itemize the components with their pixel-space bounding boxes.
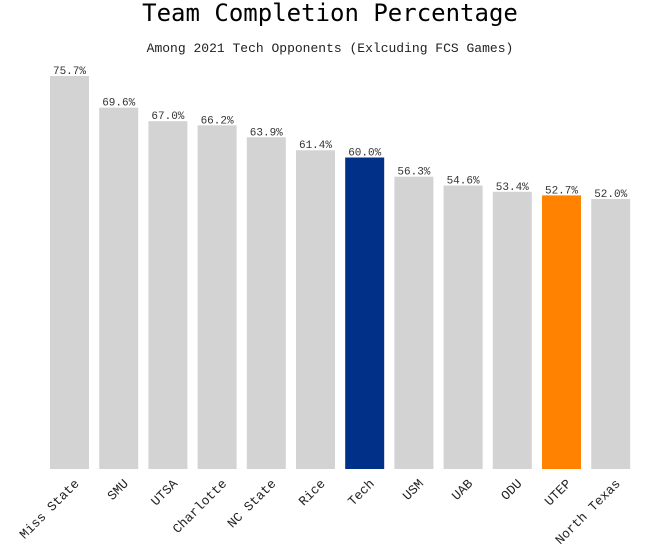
bar-value-label: 60.0% — [348, 148, 381, 160]
x-tick-label: UAB — [449, 476, 476, 503]
bar-value-label: 67.0% — [151, 111, 184, 123]
bar-value-label: 69.6% — [102, 98, 135, 110]
bar-uab — [443, 185, 483, 469]
bar-value-label: 52.7% — [545, 185, 578, 197]
x-tick-label: ODU — [498, 476, 525, 503]
x-tick-label: UTSA — [148, 476, 181, 509]
bar-north-texas — [591, 199, 631, 470]
bar-utsa — [148, 121, 188, 469]
bar-rice — [296, 150, 335, 469]
bar-miss-state — [50, 76, 89, 469]
x-tick-label: Tech — [345, 476, 378, 509]
bar-usm — [394, 176, 434, 469]
bar-tech — [345, 157, 385, 469]
x-tick-label: USM — [400, 476, 427, 503]
x-tick-label: Miss State — [17, 476, 83, 542]
bar-smu — [99, 107, 139, 469]
bar-value-label: 75.7% — [53, 66, 86, 78]
bar-value-label: 54.6% — [447, 176, 480, 188]
bar-value-label: 63.9% — [250, 127, 283, 139]
bar-value-label: 53.4% — [496, 182, 529, 194]
bar-value-label: 66.2% — [201, 115, 234, 127]
bar-nc-state — [246, 137, 286, 469]
bar-utep — [542, 195, 581, 469]
x-tick-label: Rice — [296, 476, 329, 509]
x-tick-label: NC State — [225, 476, 280, 531]
bar-value-label: 52.0% — [594, 189, 627, 201]
x-tick-label: UTEP — [542, 476, 575, 509]
bar-charlotte — [197, 125, 237, 470]
bar-value-label: 56.3% — [397, 167, 430, 179]
bar-value-label: 61.4% — [299, 140, 332, 152]
chart-title: Team Completion Percentage — [142, 0, 518, 27]
chart-subtitle: Among 2021 Tech Opponents (Exlcuding FCS… — [146, 41, 514, 56]
x-tick-label: SMU — [105, 476, 132, 503]
bar-odu — [492, 191, 532, 469]
